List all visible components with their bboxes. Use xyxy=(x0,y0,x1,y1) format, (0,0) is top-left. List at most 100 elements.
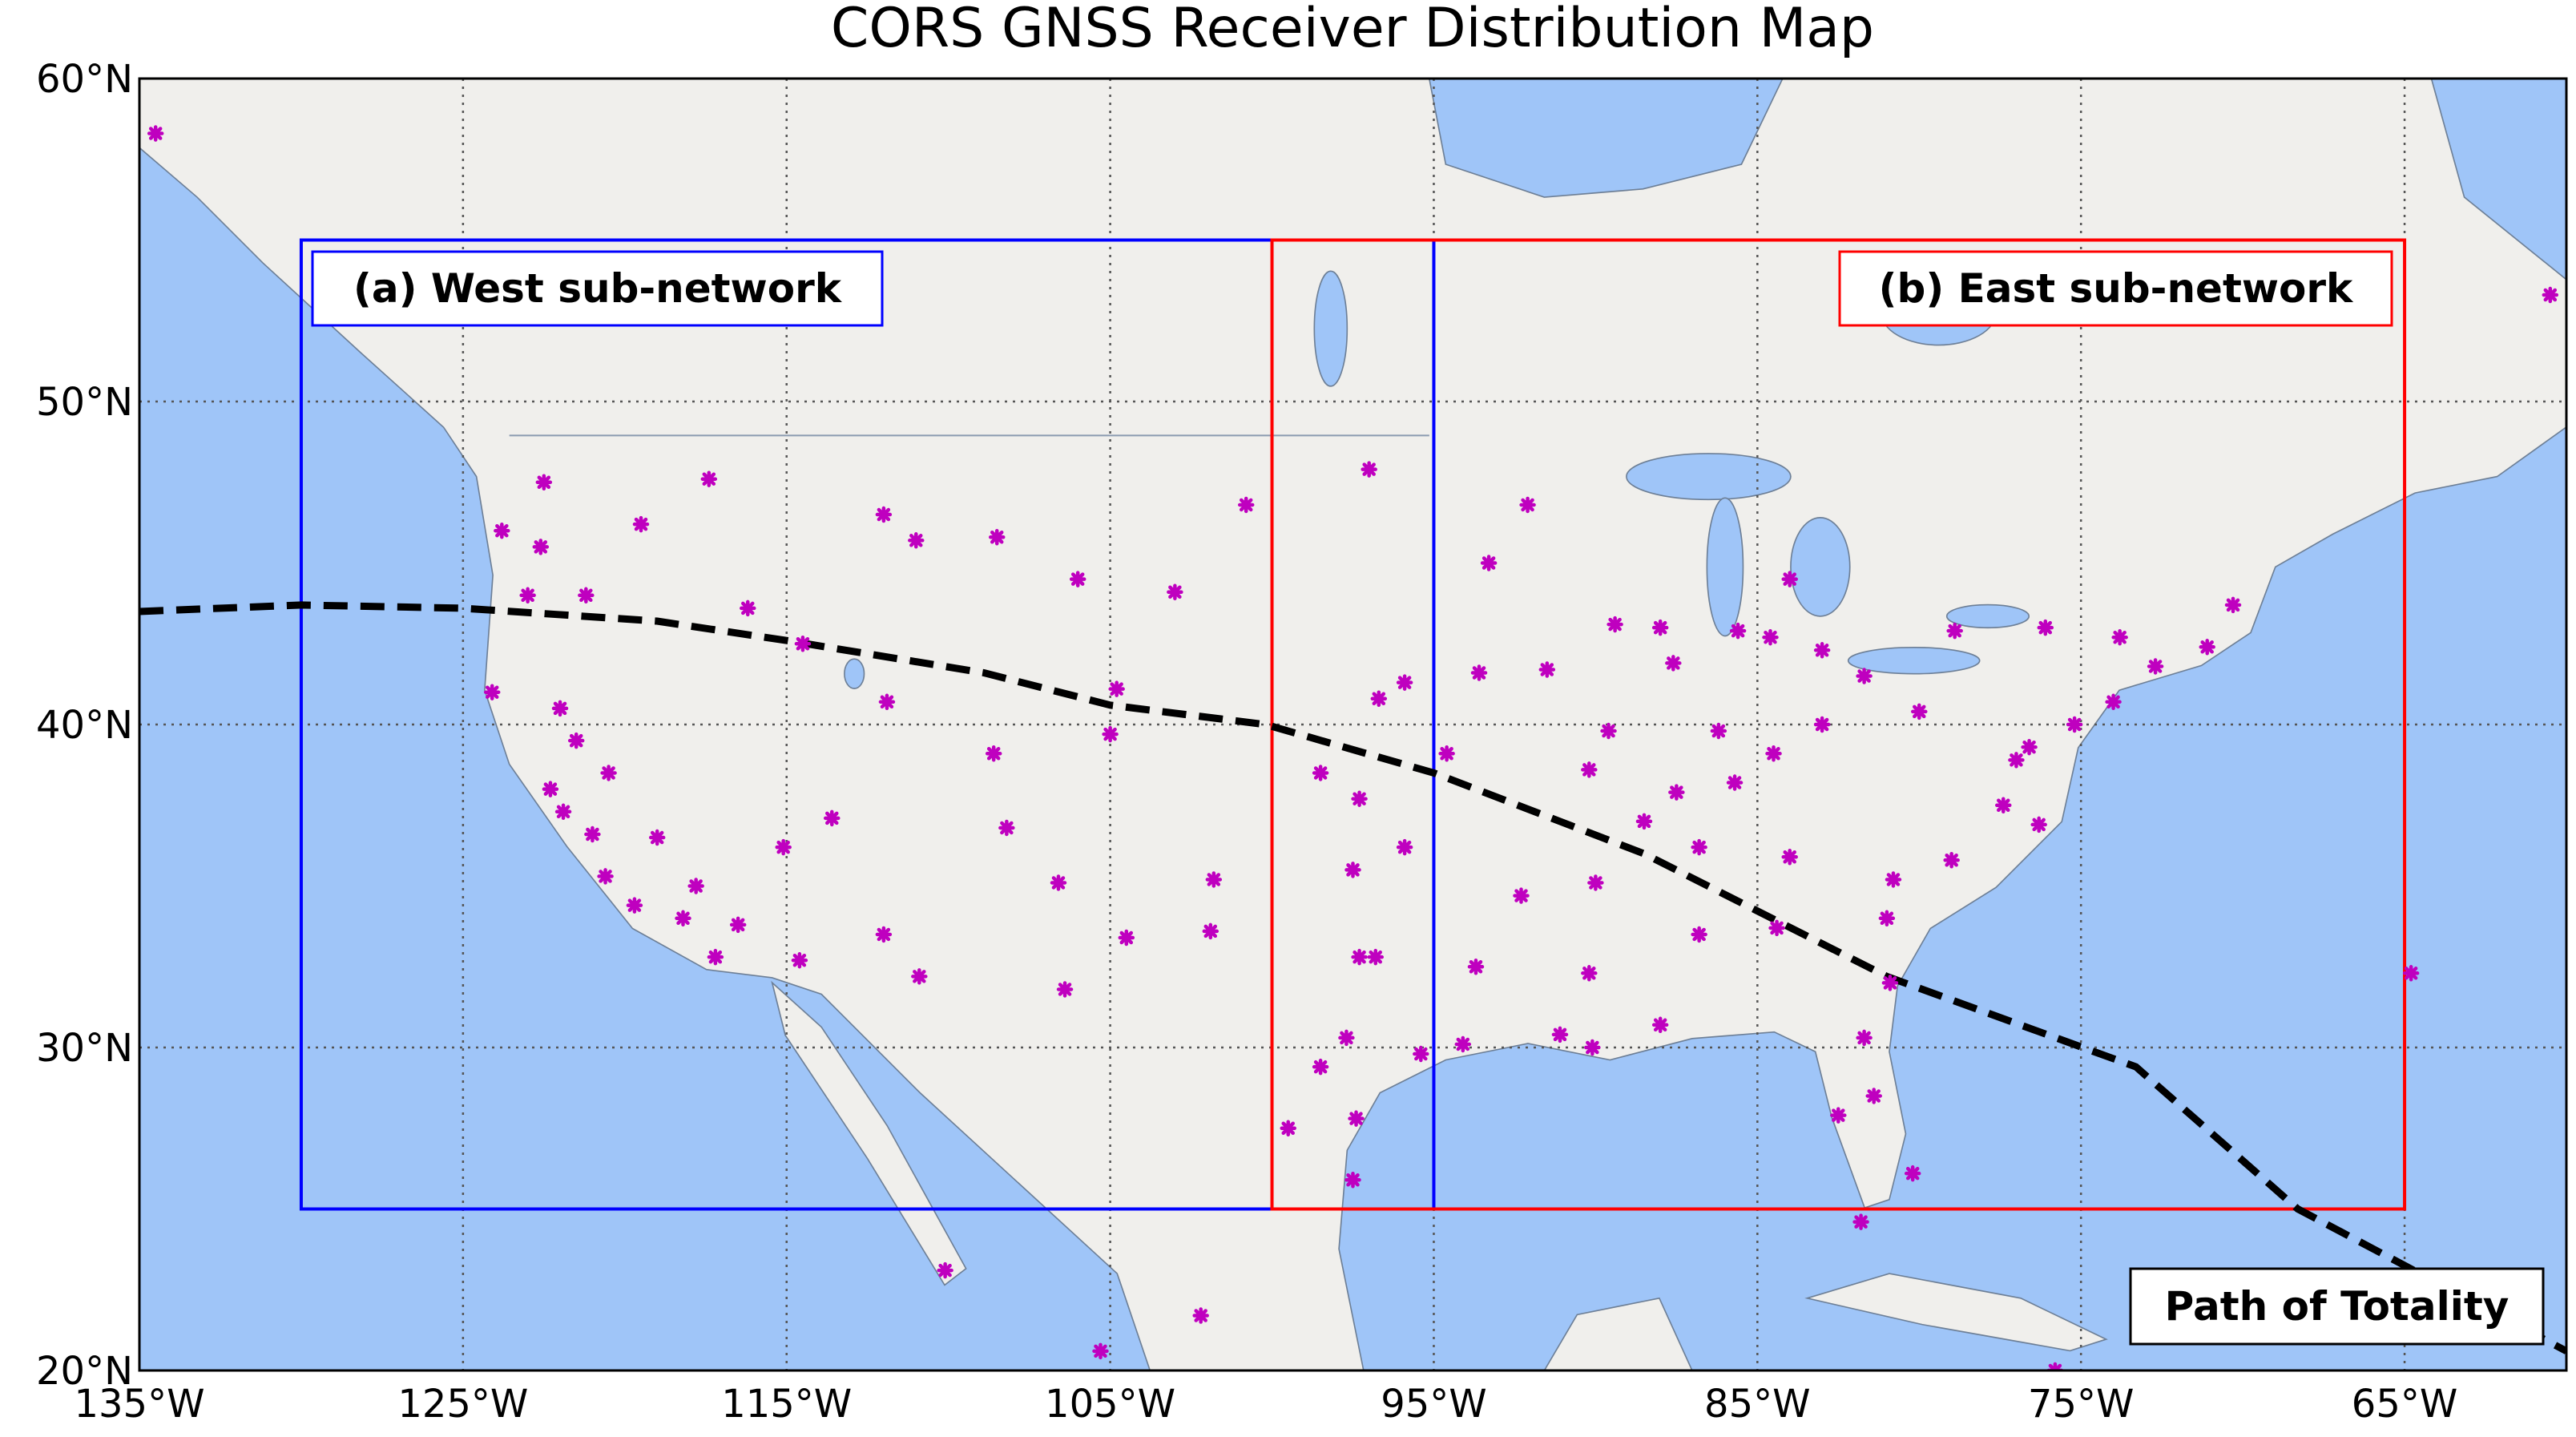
station-marker xyxy=(1852,1213,1869,1230)
y-tick-label: 30°N xyxy=(36,1026,133,1071)
station-marker xyxy=(632,515,650,533)
station-marker xyxy=(2066,716,2083,733)
station-marker xyxy=(1237,496,1255,514)
region-label: (b) East sub-network xyxy=(1879,265,2354,312)
station-marker xyxy=(878,693,896,711)
station-marker xyxy=(1205,871,1223,888)
station-marker xyxy=(1762,628,1779,646)
station-marker xyxy=(1665,655,1682,672)
station-marker xyxy=(1361,461,1377,478)
station-marker xyxy=(1480,555,1498,571)
station-marker xyxy=(2542,286,2559,304)
station-marker xyxy=(2030,816,2047,834)
station-marker xyxy=(1413,1045,1429,1063)
station-marker xyxy=(626,897,643,914)
station-marker xyxy=(535,474,553,490)
station-marker xyxy=(1092,1342,1109,1360)
station-marker xyxy=(2021,738,2038,756)
x-tick-label: 75°W xyxy=(2028,1382,2135,1427)
station-marker xyxy=(1056,981,1074,998)
station-marker xyxy=(875,506,893,523)
station-marker xyxy=(494,522,510,539)
station-marker xyxy=(1467,959,1485,975)
station-marker xyxy=(1651,619,1669,636)
station-marker xyxy=(1691,926,1707,943)
station-marker xyxy=(1856,668,1873,684)
y-tick-label: 20°N xyxy=(36,1349,133,1394)
station-marker xyxy=(1635,813,1653,830)
station-marker xyxy=(1995,797,2012,813)
totality-path xyxy=(139,601,2566,1354)
station-marker xyxy=(1943,852,1960,869)
y-tick-label: 40°N xyxy=(36,703,133,748)
station-marker xyxy=(675,910,691,927)
station-marker xyxy=(2037,619,2054,636)
station-marker xyxy=(532,539,550,555)
x-tick-label: 65°W xyxy=(2352,1382,2458,1427)
station-marker xyxy=(1344,1171,1361,1189)
station-marker xyxy=(1710,722,1727,740)
station-marker xyxy=(1396,838,1413,856)
station-marker xyxy=(998,819,1015,837)
station-marker xyxy=(1911,703,1928,721)
station-marker xyxy=(483,684,501,700)
station-marker xyxy=(1438,745,1455,762)
station-marker xyxy=(2402,965,2420,982)
station-marker xyxy=(1513,887,1530,904)
lake xyxy=(1313,270,1348,387)
region-box xyxy=(1270,238,2407,1211)
station-marker xyxy=(2224,596,2242,614)
region-label-box xyxy=(1838,250,2393,327)
station-marker xyxy=(824,809,841,827)
station-marker xyxy=(1691,838,1707,856)
station-marker xyxy=(147,125,164,142)
station-marker xyxy=(1551,1026,1569,1043)
x-tick-label: 135°W xyxy=(74,1382,204,1427)
station-marker xyxy=(542,781,559,797)
x-tick-label: 85°W xyxy=(1704,1382,1811,1427)
station-marker xyxy=(2105,693,2122,711)
station-marker xyxy=(1581,761,1598,778)
station-marker xyxy=(2199,639,2215,656)
lake xyxy=(1790,517,1851,617)
lake xyxy=(1626,453,1792,501)
lake xyxy=(1847,647,1981,675)
station-marker xyxy=(519,587,536,604)
station-marker xyxy=(1606,616,1623,633)
station-marker xyxy=(2008,752,2025,769)
station-marker xyxy=(600,765,617,781)
x-tick-label: 95°W xyxy=(1381,1382,1487,1427)
station-marker xyxy=(875,926,893,943)
station-marker xyxy=(1768,919,1785,937)
cuba xyxy=(1804,1273,2108,1352)
plot-content xyxy=(139,125,2566,1370)
station-marker xyxy=(1538,661,1556,678)
region-box xyxy=(299,238,1436,1211)
x-tick-label: 115°W xyxy=(721,1382,852,1427)
plot-frame xyxy=(138,77,2568,1372)
region-label-box xyxy=(311,250,884,327)
station-marker xyxy=(648,829,666,846)
station-marker xyxy=(937,1261,953,1279)
station-marker xyxy=(1587,874,1604,891)
station-marker xyxy=(584,825,601,843)
station-marker xyxy=(1338,1029,1355,1047)
station-marker xyxy=(1367,948,1385,966)
lake xyxy=(1945,603,2030,629)
station-marker xyxy=(1946,622,1963,640)
station-marker xyxy=(578,587,595,604)
station-marker xyxy=(1344,862,1361,878)
station-marker xyxy=(1865,1088,1882,1104)
station-marker xyxy=(1312,765,1329,781)
lake xyxy=(844,658,865,689)
station-marker xyxy=(554,803,572,821)
station-marker xyxy=(740,599,756,617)
y-tick-label: 50°N xyxy=(36,380,133,425)
station-marker xyxy=(1351,948,1368,966)
station-marker xyxy=(1348,1110,1365,1127)
station-marker xyxy=(1856,1029,1873,1047)
station-marker xyxy=(1312,1058,1329,1076)
map-title: CORS GNSS Receiver Distribution Map xyxy=(831,0,1874,60)
station-marker xyxy=(1781,571,1798,587)
